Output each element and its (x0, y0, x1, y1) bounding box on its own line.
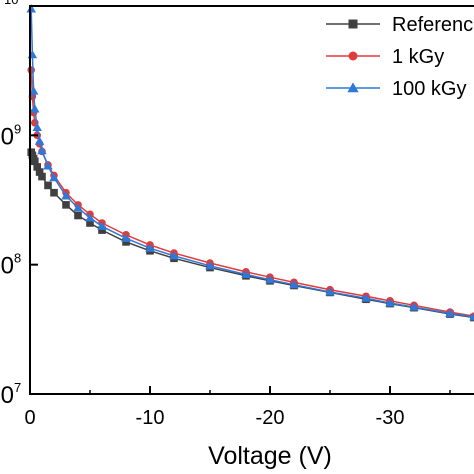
data-point (43, 161, 53, 170)
data-point (62, 201, 70, 209)
data-point (73, 203, 83, 212)
data-point (31, 157, 39, 166)
legend-item: 100 kGy (326, 78, 466, 100)
data-point (409, 302, 419, 311)
x-tick-label: -10 (136, 407, 165, 429)
legend: Reference 1 kGy 100 kGy (326, 14, 474, 100)
data-point (325, 287, 335, 296)
y-axis: 07080910 (1, 0, 38, 409)
data-point (121, 233, 131, 242)
series-2 (27, 66, 474, 320)
data-point (27, 66, 35, 74)
x-axis: 0 -10 -20 -30 (24, 386, 451, 429)
y-tick-label: 0 (1, 123, 14, 150)
series-1 (27, 148, 474, 322)
data-point (289, 279, 299, 289)
data-point (26, 4, 36, 13)
data-point (445, 308, 455, 317)
x-tick-label: -30 (376, 407, 405, 429)
y-tick-label: 0 (1, 382, 14, 409)
legend-item: Reference (326, 14, 474, 36)
data-point (205, 261, 215, 270)
data-point (35, 168, 44, 176)
legend-label: Reference (392, 14, 474, 36)
data-point (30, 104, 40, 113)
legend-marker (348, 51, 358, 61)
data-point (385, 298, 395, 307)
series-line (30, 151, 474, 319)
data-point (28, 86, 39, 95)
legend-label: 100 kGy (392, 78, 466, 100)
data-point (32, 122, 42, 132)
data-point (122, 238, 130, 246)
x-tick-label: -20 (256, 407, 285, 429)
data-point (61, 191, 71, 200)
data-point (145, 243, 155, 252)
series-3 (26, 4, 474, 321)
data-point (34, 136, 45, 145)
x-axis-label: Voltage (V) (208, 442, 332, 470)
y-tick-exponent: 8 (14, 251, 21, 266)
y-tick-exponent: 10 (4, 0, 18, 7)
legend-item: 1 kGy (326, 46, 444, 68)
plot-frame (29, 5, 474, 395)
data-point (44, 181, 52, 190)
data-point (97, 221, 107, 230)
data-point (86, 219, 94, 227)
legend-label: 1 kGy (392, 46, 444, 68)
data-point (38, 172, 46, 181)
data-point (49, 172, 59, 182)
y-tick-label: 0 (1, 253, 14, 280)
data-point (33, 163, 41, 171)
y-tick-exponent: 7 (14, 380, 21, 395)
y-tick-exponent: 9 (14, 121, 21, 136)
legend-marker (347, 82, 359, 93)
data-point (361, 293, 371, 302)
data-point (98, 226, 106, 234)
series-line (30, 69, 474, 317)
legend-marker (348, 19, 358, 29)
data-point (37, 145, 47, 155)
data-point (74, 211, 82, 220)
data-point (469, 312, 474, 321)
data-point (265, 274, 275, 284)
data-point (85, 213, 95, 222)
data-point (50, 188, 58, 197)
data-point (169, 251, 179, 260)
x-tick-label: 0 (24, 407, 35, 429)
data-point (241, 269, 251, 279)
